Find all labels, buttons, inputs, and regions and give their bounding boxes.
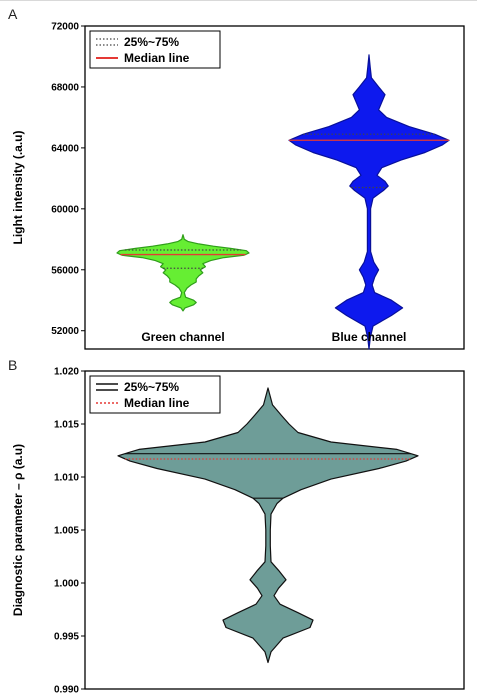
y-tick-label: 1.010 [54, 473, 79, 484]
y-tick-label: 1.005 [54, 526, 79, 537]
y-tick-label: 1.015 [54, 420, 79, 431]
y-tick-label: 1.020 [54, 367, 79, 378]
y-tick-label: 0.990 [54, 685, 79, 696]
legend-box [89, 30, 221, 69]
legend-entry: Median line [124, 396, 190, 410]
violin-1 [117, 387, 419, 664]
panel-a: A 52000 56000 60000 64000 68000 72000 Light in… [8, 6, 465, 350]
top-divider [0, 0, 477, 1]
violin-chart-b: 0.990 0.995 1.000 1.005 1.010 1.015 1.020 Diagn… [11, 367, 465, 696]
y-axis-label: Diagnostic parameter – ρ (a.u) [11, 444, 25, 616]
violin-2 [288, 54, 450, 350]
panel-b-label: B [8, 357, 18, 373]
y-tick-label: 60000 [51, 204, 79, 215]
y-tick-label: 56000 [51, 265, 79, 276]
violin-chart-a: 52000 56000 60000 64000 68000 72000 Light inte… [11, 22, 465, 350]
category-label: Green channel [141, 330, 224, 344]
legend-box [89, 375, 221, 414]
plot-frame [84, 25, 465, 350]
legend-entry: Median line [124, 51, 190, 65]
y-tick-label: 1.000 [54, 579, 79, 590]
legend-entry: 25%~75% [124, 380, 179, 394]
panel-b: B 0.990 0.995 1.000 1.005 1.010 1.015 1.020 Dia… [0, 355, 477, 700]
y-tick-label: 0.995 [54, 632, 79, 643]
y-tick-label: 64000 [51, 143, 79, 154]
panel-a-label: A [8, 6, 18, 22]
y-axis-label: Light intensity (.a.u) [11, 131, 25, 245]
y-tick-label: 68000 [51, 82, 79, 93]
violin-1 [116, 234, 250, 312]
category-label: Blue channel [332, 330, 407, 344]
y-tick-label: 52000 [51, 326, 79, 337]
y-tick-label: 72000 [51, 22, 79, 33]
legend-entry: 25%~75% [124, 35, 179, 49]
